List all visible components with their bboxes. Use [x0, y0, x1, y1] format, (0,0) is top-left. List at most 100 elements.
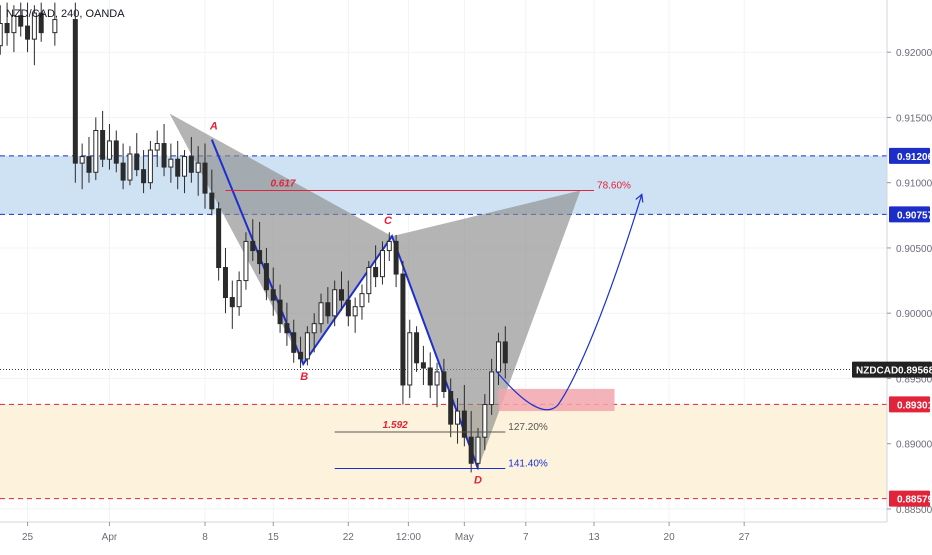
date-tick-label: May	[455, 532, 474, 543]
level-price-tag	[889, 206, 930, 223]
current-price-tag	[852, 361, 932, 378]
candle-body	[229, 297, 235, 308]
candle-body	[359, 293, 365, 308]
candle-body	[366, 267, 372, 295]
candle-body	[18, 15, 24, 27]
candle-body	[86, 156, 92, 173]
supply-zone	[0, 155, 887, 215]
target-box	[498, 388, 615, 412]
price-axis[interactable]	[887, 0, 932, 550]
candle-body	[318, 302, 324, 325]
candle-body	[257, 250, 263, 265]
candle-body	[270, 289, 276, 301]
candle-body	[284, 323, 290, 334]
level-price-label: 0.90757	[897, 210, 932, 221]
pattern-point-label-C: C	[384, 215, 393, 227]
candle-body	[141, 169, 147, 184]
candle-body	[182, 156, 188, 177]
candle-body	[93, 130, 99, 173]
candle-body	[175, 158, 181, 177]
candle-body	[386, 240, 392, 252]
candle-body	[291, 332, 297, 353]
candle-body	[373, 267, 379, 278]
price-tick-label: 0.89000	[896, 440, 932, 451]
candle-body	[127, 153, 133, 181]
candle-body	[243, 240, 249, 282]
date-tick-label: 13	[588, 532, 600, 543]
fib-ratio-value: 127.20%	[508, 422, 548, 433]
candle-body	[304, 332, 310, 360]
fib-ratio-label: 1.592	[383, 420, 408, 431]
candle-body	[0, 22, 3, 47]
candle-body	[263, 263, 269, 291]
candle-body	[195, 162, 201, 173]
level-price-label: 0.88579	[897, 495, 932, 506]
candle-body	[202, 162, 208, 194]
pattern-point-label-B: B	[300, 371, 308, 383]
level-price-tag	[889, 396, 930, 413]
current-price-label: 0.89568	[898, 366, 932, 377]
price-tick-label: 0.90000	[896, 309, 932, 320]
candle-body	[434, 371, 440, 386]
candle-body	[489, 371, 495, 406]
candle-body	[222, 267, 228, 299]
candle-body	[461, 410, 467, 438]
projection-arrowhead	[635, 193, 644, 203]
date-tick-label: 20	[664, 532, 676, 543]
date-tick-label: 27	[739, 532, 751, 543]
candle-body	[325, 302, 331, 317]
date-tick-label: 12:00	[396, 532, 421, 543]
fib-ratio-value: 78.60%	[597, 181, 631, 192]
candle-body	[106, 140, 112, 160]
candle-body	[468, 436, 474, 464]
candle-body	[25, 25, 31, 40]
candle-body	[277, 299, 283, 325]
candle-body	[420, 362, 426, 369]
candle-body	[495, 341, 501, 373]
candle-body	[298, 351, 304, 360]
candle-body	[482, 404, 488, 438]
candle-body	[502, 341, 508, 364]
candle-body	[414, 332, 420, 364]
date-tick-label: 8	[202, 532, 208, 543]
candle-body	[475, 436, 481, 464]
candle-body	[407, 332, 413, 386]
pattern-triangle-cd	[392, 190, 581, 469]
candle-body	[4, 22, 10, 34]
time-axis[interactable]	[0, 522, 932, 550]
candle-body	[120, 162, 126, 181]
date-tick-label: Apr	[102, 532, 118, 543]
candle-body	[352, 306, 358, 317]
candle-body	[72, 19, 78, 164]
price-tick-label: 0.91500	[896, 113, 932, 124]
candle-body	[38, 12, 44, 34]
candle-body	[161, 143, 167, 168]
candle-body	[147, 149, 153, 184]
date-tick-label: 25	[22, 532, 34, 543]
candle-body	[188, 156, 194, 173]
candle-body	[168, 158, 174, 168]
candle-body	[236, 280, 242, 308]
price-tick-label: 0.89500	[896, 374, 932, 385]
candle-body	[52, 19, 58, 34]
candle-body	[209, 192, 215, 210]
date-tick-label: 22	[343, 532, 355, 543]
price-tick-label: 0.90500	[896, 244, 932, 255]
candle-body	[400, 273, 406, 386]
price-tick-label: 0.92000	[896, 48, 932, 59]
projection-path	[495, 194, 643, 411]
pattern-point-label-D: D	[474, 474, 482, 486]
price-tick-label: 0.91000	[896, 179, 932, 190]
candle-body	[100, 130, 106, 160]
candle-body	[339, 289, 344, 301]
level-price-tag	[889, 147, 930, 164]
candle-body	[441, 371, 447, 392]
pattern-point-label-A: A	[209, 121, 218, 133]
candle-body	[332, 289, 338, 317]
candle-body	[31, 12, 37, 40]
candle-body	[216, 208, 222, 269]
candle-body	[113, 140, 119, 164]
candle-body	[427, 367, 433, 386]
